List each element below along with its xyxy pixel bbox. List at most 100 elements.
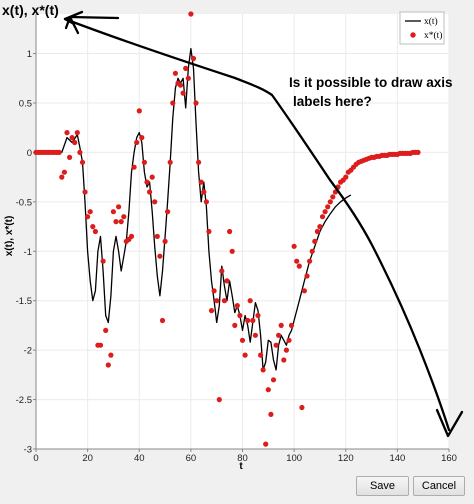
data-point-xstar (263, 441, 269, 447)
data-point-xstar (165, 209, 171, 215)
data-point-xstar (255, 312, 261, 319)
legend: x(t) x*(t) (399, 11, 445, 45)
x-tick-label: 160 (441, 453, 457, 464)
data-point-xstar (90, 224, 96, 230)
data-point-xstar (72, 139, 78, 146)
legend-label-dots: x*(t) (424, 30, 442, 41)
x-tick-label: 80 (237, 453, 248, 464)
data-point-xstar (162, 238, 168, 244)
data-point-xstar (128, 233, 135, 239)
data-point-xstar (260, 367, 266, 373)
data-point-xstar (110, 209, 116, 215)
data-point-xstar (147, 189, 153, 195)
data-point-xstar (270, 377, 277, 383)
data-point-xstar (139, 135, 145, 141)
y-tick-label: -2 (24, 346, 32, 357)
data-point-xstar (296, 263, 302, 269)
axes (33, 14, 450, 452)
corner-title: x(t), x*(t) (2, 2, 59, 18)
data-point-xstar (234, 303, 240, 309)
data-point-xstar (105, 362, 111, 368)
data-point-xstar (103, 327, 109, 333)
arrow-curve (63, 17, 451, 432)
legend-label-line: x(t) (424, 16, 438, 27)
data-point-xstar (180, 90, 186, 96)
data-point-xstar (216, 397, 222, 403)
data-point-xstar (237, 312, 243, 319)
data-point-xstar (206, 228, 212, 235)
data-point-xstar (185, 75, 191, 81)
data-point-xstar (85, 214, 91, 220)
x-tick-label: 20 (82, 453, 93, 464)
data-point-xstar (77, 149, 83, 155)
y-tick-label: -0.5 (16, 197, 32, 208)
data-point-xstar (113, 219, 119, 225)
data-point-xstar (196, 159, 202, 165)
data-point-xstar (92, 228, 98, 235)
data-point-xstar (252, 332, 258, 338)
data-point-xstar (239, 337, 246, 343)
data-point-xstar (294, 258, 300, 264)
data-point-xstar (61, 169, 67, 175)
data-point-xstar (229, 248, 235, 254)
data-point-xstar (278, 322, 284, 328)
save-button[interactable]: Save (356, 476, 409, 496)
data-point-xstar (276, 332, 282, 338)
data-point-xstar (144, 179, 150, 185)
data-point-xstar (74, 130, 80, 136)
data-point-xstar (301, 288, 307, 294)
data-point-xstar (203, 199, 209, 205)
data-point-xstar (214, 298, 220, 304)
data-point-xstar (118, 219, 124, 225)
data-point-xstar (69, 135, 75, 141)
data-point-xstar (291, 243, 297, 249)
y-tick-label: 1 (27, 49, 32, 60)
legend-dot-swatch (410, 32, 416, 38)
data-point-xstar (307, 258, 313, 264)
data-point-xstar (227, 228, 233, 235)
data-point-xstar (198, 179, 204, 185)
x-tick-label: 0 (33, 453, 38, 464)
tick-labels: 0 20 40 60 80 100 120 140 160 1 0.5 0 -0.5 -1 -1.5 -2 -2… (16, 49, 457, 464)
annotation-line-2: labels here? (293, 94, 372, 109)
data-point-xstar (288, 322, 295, 328)
data-point-xstar (116, 204, 122, 210)
data-point-xstar (79, 159, 86, 165)
data-point-xstar (221, 298, 227, 304)
data-point-xstar (258, 352, 264, 358)
data-point-xstar (242, 352, 248, 358)
y-axis-title: x(t), x*(t) (4, 216, 15, 257)
series (33, 11, 421, 447)
data-point-xstar (59, 174, 65, 180)
x-tick-label: 140 (389, 453, 405, 464)
y-tick-label: 0.5 (19, 98, 32, 109)
data-point-xstar (97, 342, 104, 348)
data-point-xstar (134, 139, 140, 146)
data-point-xstar (273, 342, 279, 348)
data-point-xstar (245, 317, 251, 324)
data-point-xstar (172, 70, 178, 76)
data-point-xstar (152, 199, 158, 205)
y-tick-label: -1 (24, 247, 32, 258)
grid (35, 14, 450, 450)
data-point-xstar (149, 174, 155, 180)
y-tick-label: 0 (27, 148, 32, 159)
data-point-xstar (100, 258, 106, 264)
data-point-xstar (154, 233, 160, 239)
data-point-xstar (136, 108, 142, 114)
data-point-xstar (309, 248, 315, 254)
data-point-xstar (286, 337, 292, 343)
data-point-xstar (330, 194, 336, 200)
data-point-xstar (64, 130, 70, 136)
data-point-xstar (157, 253, 163, 259)
y-tick-label: -2.5 (16, 395, 32, 406)
data-point-xstar (325, 204, 331, 210)
data-point-xstar (415, 149, 421, 155)
dialog-button-bar: Save Cancel (0, 470, 474, 504)
data-point-xstar (314, 228, 320, 235)
cancel-button[interactable]: Cancel (413, 476, 465, 496)
data-point-xstar (56, 149, 62, 155)
annotation-arrow (63, 10, 464, 438)
data-point-xstar (322, 209, 328, 215)
